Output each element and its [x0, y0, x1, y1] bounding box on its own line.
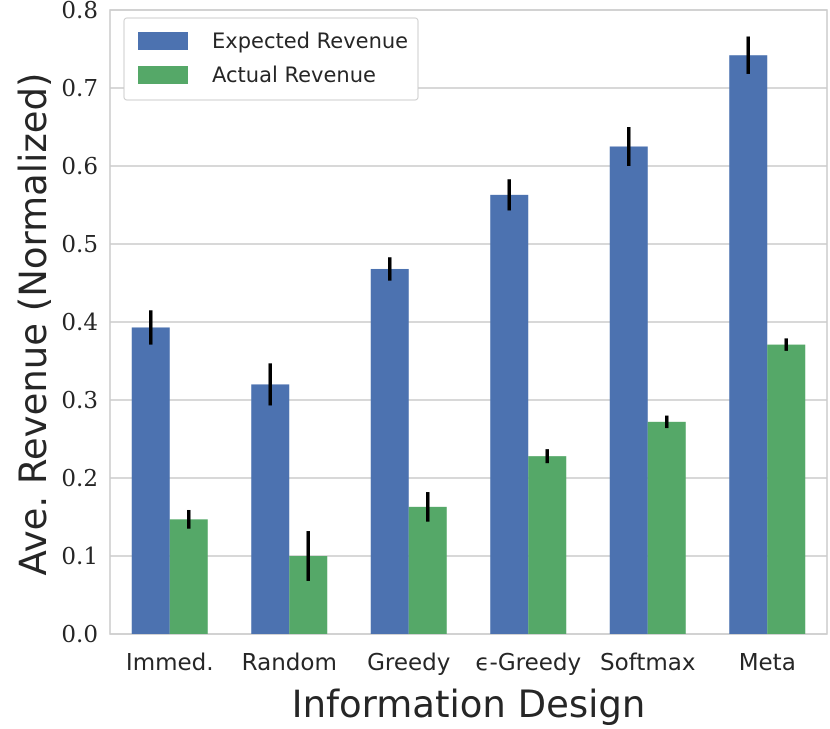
- x-axis-label: Information Design: [292, 683, 646, 726]
- bar-expected-5: [729, 55, 768, 635]
- y-tick-4: 0.4: [61, 310, 98, 336]
- y-tick-labels: 0.0 0.1 0.2 0.3 0.4 0.5 0.6 0.7 0.8: [61, 0, 98, 648]
- grid-lines: [110, 9, 827, 635]
- bar-expected-0: [131, 327, 170, 634]
- x-tick-1: Random: [242, 650, 337, 676]
- y-tick-8: 0.8: [61, 0, 98, 24]
- x-tick-labels: Immed. Random Greedy ϵ-Greedy Softmax Meta: [126, 650, 796, 676]
- bar-actual-5: [767, 344, 806, 634]
- bars-group: [131, 55, 806, 635]
- legend-swatch-expected: [138, 32, 188, 50]
- plot-frame: [109, 9, 828, 635]
- bar-actual-2: [408, 506, 447, 634]
- x-tick-0: Immed.: [126, 650, 214, 676]
- legend-label-expected: Expected Revenue: [212, 29, 408, 53]
- y-tick-2: 0.2: [61, 466, 98, 492]
- x-tick-3: ϵ-Greedy: [475, 650, 581, 676]
- x-tick-4: Softmax: [600, 650, 696, 676]
- bar-expected-4: [609, 146, 648, 634]
- bar-actual-4: [647, 421, 686, 634]
- legend-label-actual: Actual Revenue: [212, 63, 376, 87]
- y-tick-1: 0.1: [61, 544, 98, 570]
- x-tick-2: Greedy: [367, 650, 450, 676]
- bar-actual-3: [528, 456, 567, 634]
- y-tick-6: 0.6: [61, 154, 98, 180]
- y-tick-7: 0.7: [61, 76, 98, 102]
- bar-expected-1: [251, 384, 290, 634]
- y-tick-5: 0.5: [61, 232, 98, 258]
- legend: Expected Revenue Actual Revenue: [123, 17, 419, 101]
- legend-swatch-actual: [138, 66, 188, 84]
- bar-expected-3: [490, 194, 529, 635]
- y-axis-label: Ave. Revenue (Normalized): [12, 73, 55, 576]
- x-tick-5: Meta: [739, 650, 796, 676]
- y-tick-0: 0.0: [61, 622, 98, 648]
- y-tick-3: 0.3: [61, 388, 98, 414]
- legend-box: [123, 17, 419, 101]
- bar-expected-2: [370, 268, 409, 634]
- bar-actual-0: [169, 519, 208, 634]
- error-bars-group: [149, 36, 788, 581]
